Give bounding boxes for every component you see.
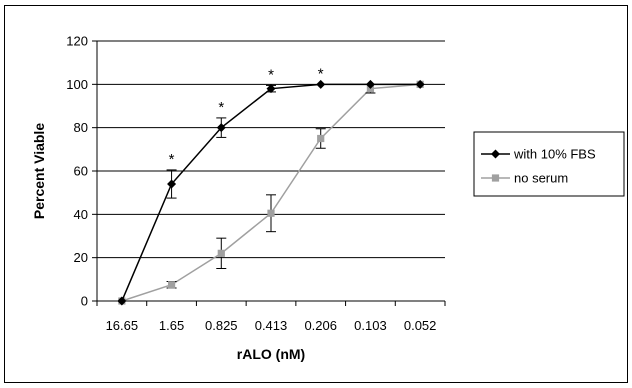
data-point (217, 249, 225, 257)
x-tick-label: 0.206 (304, 318, 337, 333)
x-tick-label: 0.825 (205, 318, 238, 333)
y-tick-label: 0 (81, 294, 88, 309)
x-tick-label: 0.413 (255, 318, 288, 333)
data-point (216, 123, 226, 133)
data-point (167, 281, 176, 289)
data-point (491, 174, 500, 182)
x-tick-label: 0.103 (354, 318, 387, 333)
data-point (491, 149, 500, 159)
series-with-fbs (117, 79, 425, 306)
significance-marker: * (268, 66, 274, 83)
data-point (266, 84, 276, 94)
y-axis-title: Percent Viable (31, 123, 47, 219)
legend: with 10% FBS no serum (473, 131, 625, 197)
data-point (117, 296, 127, 306)
significance-marker: * (218, 99, 224, 116)
data-point (365, 79, 375, 89)
significance-marker: * (318, 65, 324, 82)
x-axis-title: rALO (nM) (237, 346, 305, 362)
data-point (316, 79, 326, 89)
legend-box (473, 131, 625, 197)
y-tick-label: 80 (74, 120, 88, 135)
y-tick-label: 100 (66, 77, 88, 92)
series-line (121, 83, 421, 302)
legend-item: no serum (481, 171, 568, 186)
x-tick-label: 16.65 (106, 318, 139, 333)
data-point (167, 179, 177, 189)
series-layer (117, 79, 425, 306)
annotations: * * * * (169, 65, 324, 168)
y-tick-label: 40 (74, 207, 88, 222)
y-tick-label: 60 (74, 164, 88, 179)
significance-marker: * (169, 151, 175, 168)
legend-label: with 10% FBS (513, 147, 596, 162)
series-no-serum (118, 80, 424, 305)
axes (92, 40, 446, 306)
data-point (267, 209, 275, 217)
legend-label: no serum (514, 171, 568, 186)
tick-labels: 0 20 40 60 80 100 120 16.65 1.65 0.825 0.413 0.206 0… (66, 34, 436, 334)
data-point (415, 79, 425, 89)
x-tick-label: 1.65 (159, 318, 184, 333)
legend-item: with 10% FBS (481, 147, 596, 162)
x-tick-label: 0.052 (404, 318, 437, 333)
y-tick-label: 120 (66, 34, 88, 49)
series-line (121, 83, 421, 302)
data-point (317, 134, 325, 143)
y-tick-label: 20 (74, 250, 88, 265)
